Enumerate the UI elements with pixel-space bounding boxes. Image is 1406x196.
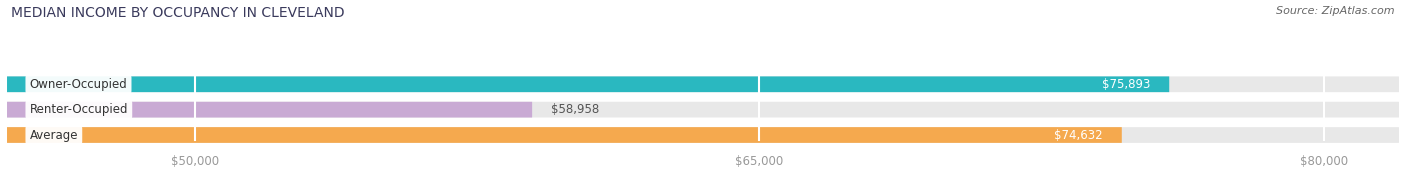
FancyBboxPatch shape <box>7 102 531 118</box>
Text: Average: Average <box>30 129 79 142</box>
FancyBboxPatch shape <box>7 127 1399 143</box>
Text: MEDIAN INCOME BY OCCUPANCY IN CLEVELAND: MEDIAN INCOME BY OCCUPANCY IN CLEVELAND <box>11 6 344 20</box>
Text: $74,632: $74,632 <box>1054 129 1102 142</box>
FancyBboxPatch shape <box>7 76 1399 92</box>
Text: Source: ZipAtlas.com: Source: ZipAtlas.com <box>1277 6 1395 16</box>
Text: $75,893: $75,893 <box>1102 78 1150 91</box>
FancyBboxPatch shape <box>7 102 1399 118</box>
Text: Renter-Occupied: Renter-Occupied <box>30 103 128 116</box>
Text: Owner-Occupied: Owner-Occupied <box>30 78 128 91</box>
Text: $58,958: $58,958 <box>551 103 599 116</box>
FancyBboxPatch shape <box>7 76 1170 92</box>
FancyBboxPatch shape <box>7 127 1122 143</box>
